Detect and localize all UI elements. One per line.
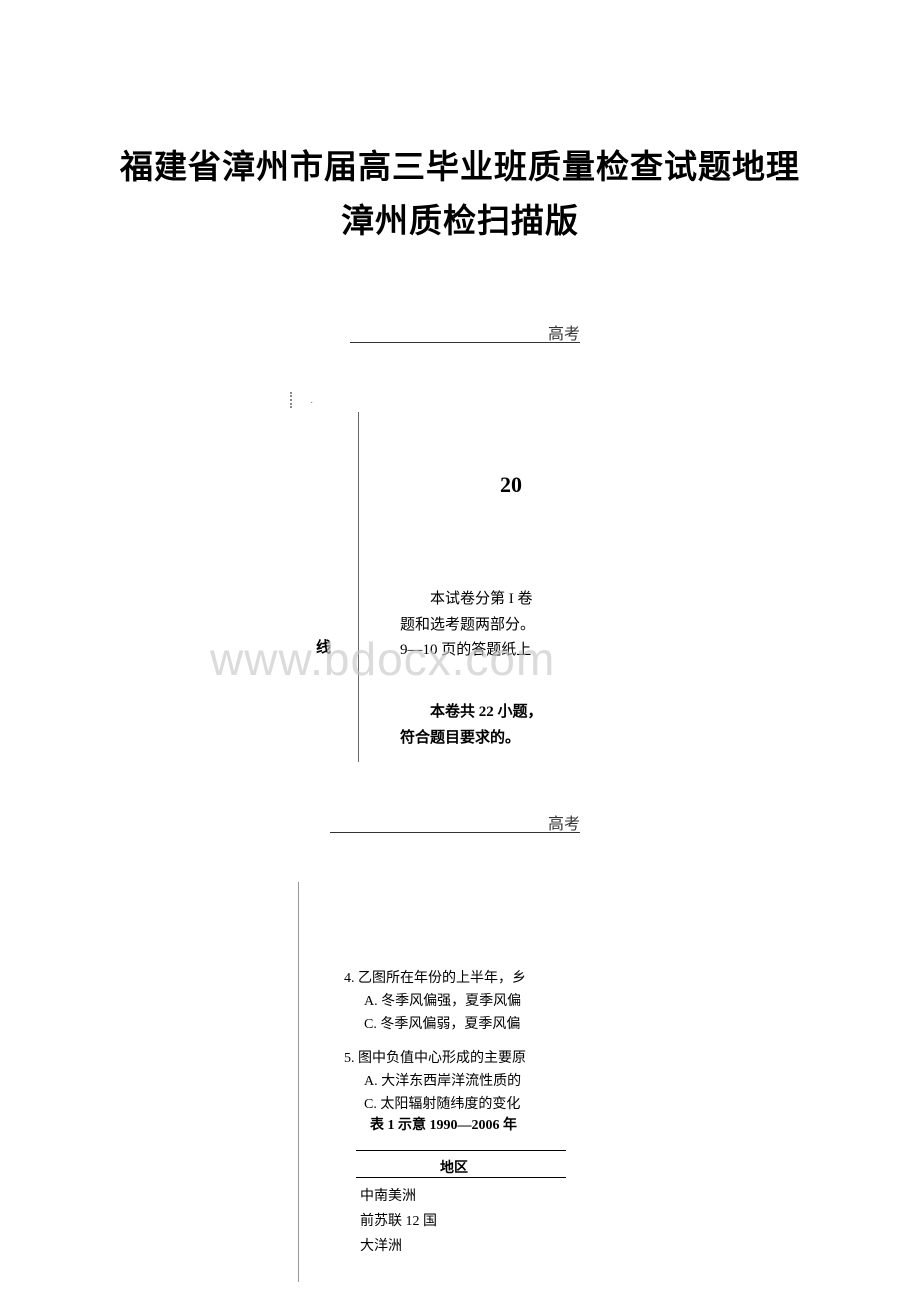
instruction-line: 本试卷分第 I 卷	[400, 587, 535, 613]
instruction-line: 符合题目要求的。	[400, 726, 543, 752]
scan-fragment-1: 高考 · 20 本试卷分第 I 卷 题和选考题两部分。 9—10 页的答题纸上 …	[280, 302, 600, 772]
exam-instruction-2: 本卷共 22 小题， 符合题目要求的。	[400, 700, 543, 751]
margin-line-2	[298, 882, 299, 1282]
instruction-line: 本卷共 22 小题，	[400, 700, 543, 726]
table-row: 中南美洲	[360, 1184, 437, 1209]
table-row: 前苏联 12 国	[360, 1209, 437, 1234]
margin-line-1	[358, 412, 359, 762]
q5-option-a: A. 大洋东西岸洋流性质的	[344, 1070, 526, 1093]
document-title: 福建省漳州市届高三毕业班质量检查试题地理 漳州质检扫描版	[0, 0, 920, 302]
scan-fragment-2: 高考 4. 乙图所在年份的上半年，乡 A. 冬季风偏强，夏季风偏 C. 冬季风偏…	[280, 802, 600, 1282]
header-label-1: 高考	[548, 320, 580, 344]
table-row: 大洋洲	[360, 1234, 437, 1259]
table-body: 中南美洲 前苏联 12 国 大洋洲	[360, 1184, 437, 1260]
table-rule-bottom	[356, 1177, 566, 1178]
watermark-text: www.bdocx.com	[210, 632, 555, 686]
q4-stem: 4. 乙图所在年份的上半年，乡	[344, 967, 526, 990]
title-line-2: 漳州质检扫描版	[0, 194, 920, 242]
q4-option-c: C. 冬季风偏弱，夏季风偏	[344, 1013, 526, 1036]
header-rule-1	[350, 342, 580, 343]
q4-option-a: A. 冬季风偏强，夏季风偏	[344, 990, 526, 1013]
page-number-20: 20	[500, 472, 522, 498]
header-label-2: 高考	[548, 810, 580, 834]
table-column-header: 地区	[440, 1157, 468, 1177]
q5-option-c: C. 太阳辐射随纬度的变化	[344, 1093, 526, 1116]
title-line-1: 福建省漳州市届高三毕业班质量检查试题地理	[0, 140, 920, 188]
q5-stem: 5. 图中负值中心形成的主要原	[344, 1047, 526, 1070]
dotted-margin-mark	[290, 392, 294, 408]
header-rule-2	[330, 832, 580, 833]
question-4: 4. 乙图所在年份的上半年，乡 A. 冬季风偏强，夏季风偏 C. 冬季风偏弱，夏…	[344, 967, 526, 1036]
table-intro: 表 1 示意 1990—2006 年	[370, 1114, 517, 1134]
question-5: 5. 图中负值中心形成的主要原 A. 大洋东西岸洋流性质的 C. 太阳辐射随纬度…	[344, 1047, 526, 1116]
dot-mark: ·	[310, 398, 313, 409]
table-rule-top	[356, 1150, 566, 1151]
